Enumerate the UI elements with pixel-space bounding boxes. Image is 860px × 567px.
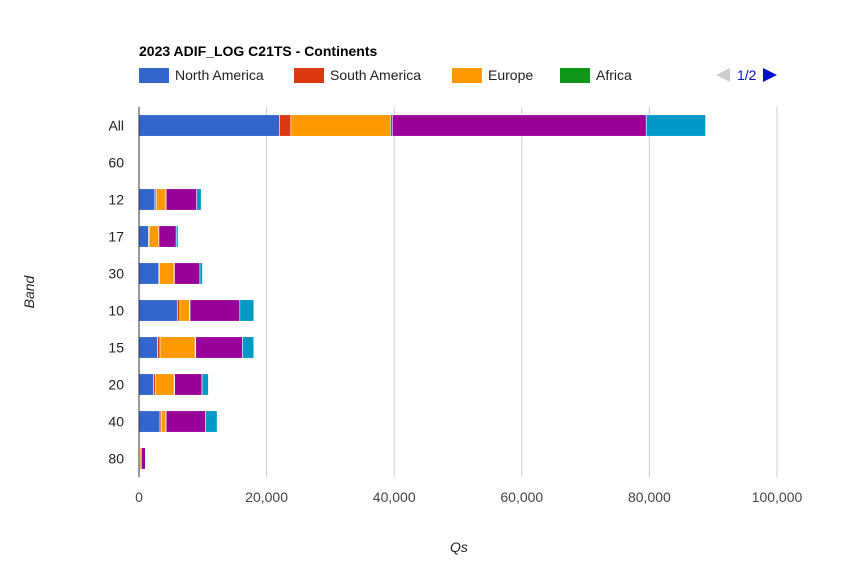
- bar-segment[interactable]: [148, 225, 160, 248]
- category-labels: All 60 12 17 30 10 15 20 40 80: [108, 118, 124, 467]
- bar-segment[interactable]: [199, 262, 203, 285]
- legend-prev-icon[interactable]: [716, 68, 730, 82]
- bar-segment[interactable]: [138, 336, 158, 359]
- category-label: 60: [108, 155, 124, 171]
- legend: North America South America Europe Africa: [139, 67, 632, 83]
- bar-segment[interactable]: [159, 262, 175, 285]
- category-label: 20: [108, 377, 124, 393]
- bar-segment[interactable]: [176, 299, 181, 322]
- y-axis-title: Band: [21, 274, 37, 308]
- bar-stacks: [138, 114, 706, 470]
- gridlines: [266, 107, 778, 477]
- bar-segment[interactable]: [138, 114, 280, 137]
- legend-label: North America: [175, 67, 264, 83]
- bar-segment[interactable]: [138, 188, 156, 211]
- bar-segment[interactable]: [174, 373, 203, 396]
- bar-segment[interactable]: [157, 336, 161, 359]
- bar-segment[interactable]: [195, 336, 243, 359]
- category-label: 15: [108, 340, 124, 356]
- bar-segment[interactable]: [189, 299, 241, 322]
- bar-segment[interactable]: [138, 410, 161, 433]
- legend-pager: 1/2: [716, 67, 777, 83]
- x-tick-label: 0: [135, 489, 143, 505]
- bar-segment[interactable]: [645, 114, 706, 137]
- bar-segment[interactable]: [179, 299, 190, 322]
- bar-segment[interactable]: [158, 225, 177, 248]
- bar-segment[interactable]: [161, 410, 167, 433]
- bar-segment[interactable]: [155, 188, 167, 211]
- bar-segment[interactable]: [174, 262, 201, 285]
- chart-title: 2023 ADIF_LOG C21TS - Continents: [139, 43, 378, 59]
- bar-segment[interactable]: [138, 299, 178, 322]
- legend-next-icon[interactable]: [763, 68, 777, 82]
- category-label: 40: [108, 414, 124, 430]
- bar-segment[interactable]: [242, 336, 255, 359]
- legend-swatch: [560, 68, 590, 83]
- x-tick-label: 60,000: [500, 489, 543, 505]
- category-label: 80: [108, 451, 124, 467]
- x-tick-label: 20,000: [245, 489, 288, 505]
- legend-swatch: [139, 68, 169, 83]
- category-label: 12: [108, 192, 124, 208]
- x-tick-labels: 0 20,000 40,000 60,000 80,000 100,000: [135, 489, 802, 505]
- legend-swatch: [294, 68, 324, 83]
- x-axis-title: Qs: [450, 539, 468, 555]
- legend-label: Africa: [596, 67, 632, 83]
- legend-label: South America: [330, 67, 421, 83]
- x-tick-label: 80,000: [628, 489, 671, 505]
- category-label: 10: [108, 303, 124, 319]
- bar-segment[interactable]: [196, 188, 202, 211]
- legend-swatch: [452, 68, 482, 83]
- x-tick-label: 40,000: [373, 489, 416, 505]
- bar-segment[interactable]: [205, 410, 218, 433]
- legend-page-label: 1/2: [737, 67, 757, 83]
- bar-segment[interactable]: [165, 410, 206, 433]
- category-label: 17: [108, 229, 124, 245]
- bar-segment[interactable]: [279, 114, 292, 137]
- bar-segment[interactable]: [239, 299, 255, 322]
- bar-segment[interactable]: [201, 373, 209, 396]
- bar-segment[interactable]: [138, 262, 160, 285]
- bar-segment[interactable]: [290, 114, 391, 137]
- bar-segment[interactable]: [140, 447, 146, 470]
- bar-segment[interactable]: [159, 336, 196, 359]
- legend-label: Europe: [488, 67, 533, 83]
- category-label: All: [108, 118, 124, 134]
- category-label: 30: [108, 266, 124, 282]
- x-tick-label: 100,000: [752, 489, 803, 505]
- bar-segment[interactable]: [155, 373, 175, 396]
- bar-segment[interactable]: [165, 188, 198, 211]
- bar-segment[interactable]: [138, 225, 149, 248]
- bar-segment[interactable]: [175, 225, 179, 248]
- bar-segment[interactable]: [391, 114, 647, 137]
- bar-segment[interactable]: [138, 373, 154, 396]
